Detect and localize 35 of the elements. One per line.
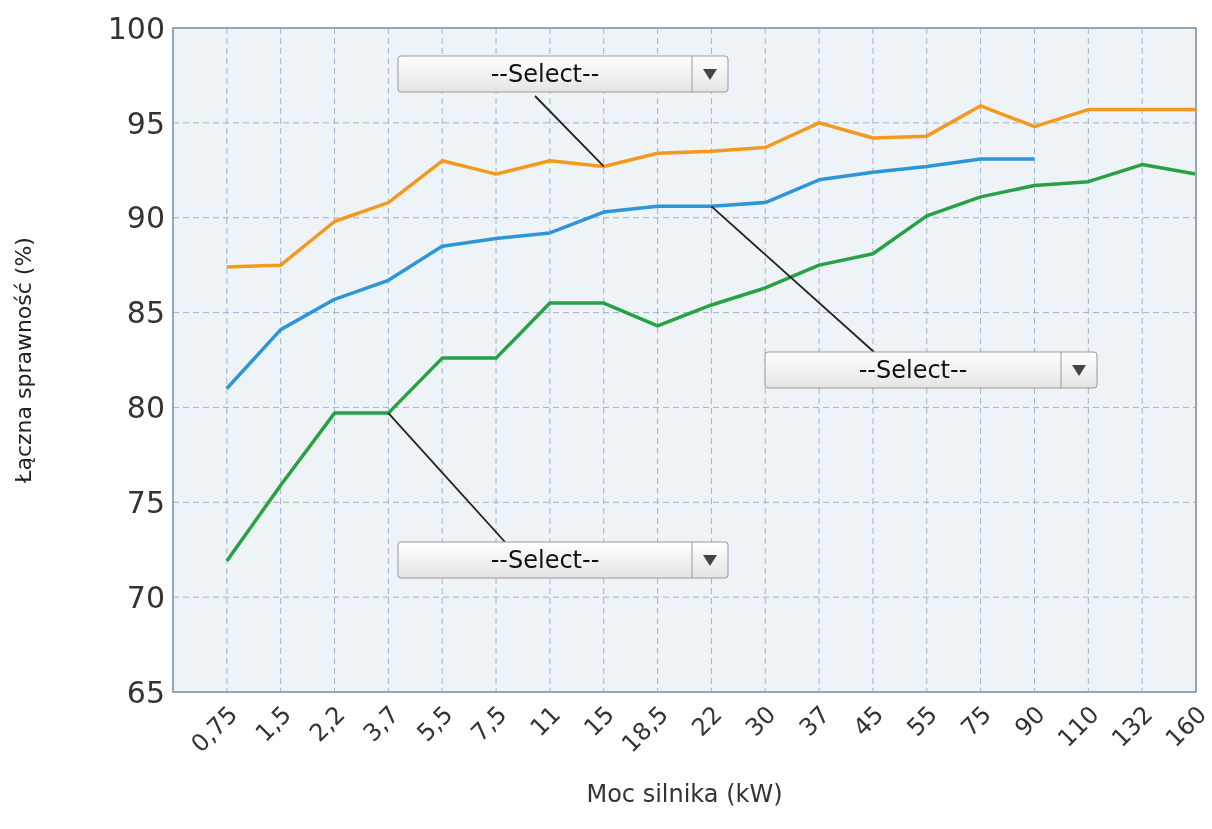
- x-tick-label: 37: [793, 700, 836, 742]
- x-tick-label: 30: [739, 700, 782, 742]
- y-tick-label: 70: [126, 579, 165, 615]
- y-tick-label: 85: [126, 295, 165, 331]
- y-tick-label: 75: [126, 484, 165, 520]
- x-axis-title: Moc silnika (kW): [586, 780, 783, 808]
- y-tick-label: 90: [126, 200, 165, 236]
- x-tick-label: 15: [578, 700, 620, 742]
- x-tick-label: 110: [1052, 700, 1105, 753]
- line-series: [225, 157, 1037, 391]
- x-tick-label: 1,5: [250, 700, 297, 748]
- y-tick-label: 65: [126, 674, 165, 710]
- dropdown: --Select--: [764, 351, 1098, 389]
- x-tick-label: 7,5: [465, 700, 513, 748]
- dropdown: --Select--: [397, 55, 729, 93]
- x-tick-label: 2,2: [303, 700, 351, 748]
- x-tick-label: 90: [1009, 700, 1051, 742]
- y-tick-label: 100: [107, 10, 165, 46]
- annotation: --Select--: [490, 60, 600, 88]
- dropdown: --Select--: [397, 541, 729, 579]
- x-tick-label: 75: [955, 700, 997, 742]
- annotation: --Select--: [858, 356, 968, 384]
- y-tick-label: 80: [126, 390, 165, 426]
- x-tick-label: 22: [686, 700, 728, 742]
- x-tick-label: 3,7: [357, 700, 405, 748]
- x-tick-label: 160: [1159, 700, 1212, 753]
- x-tick-label: 45: [847, 700, 890, 742]
- x-tick-label: 132: [1106, 700, 1159, 753]
- y-tick-label: 95: [126, 105, 165, 141]
- x-tick-label: 11: [524, 700, 567, 742]
- x-tick-label: 5,5: [411, 700, 459, 748]
- y-axis-title: Łączna sprawność (%): [10, 237, 36, 484]
- x-tick-label: 55: [901, 700, 943, 742]
- annotation: --Select--: [490, 546, 600, 574]
- line-series: [225, 104, 1196, 269]
